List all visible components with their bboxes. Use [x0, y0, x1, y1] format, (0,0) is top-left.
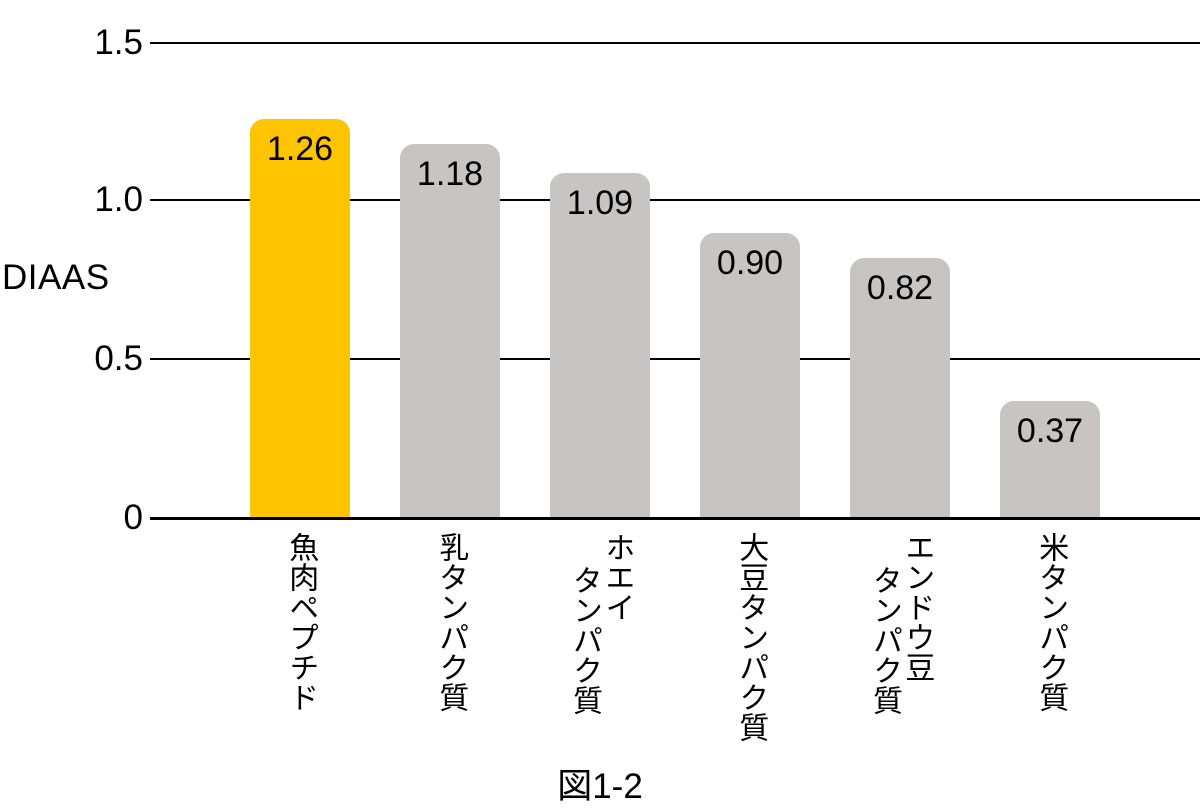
- x-label-milk-protein: 乳タンパク質: [434, 532, 468, 712]
- bar-value-label: 0.37: [1016, 412, 1084, 450]
- bar-value-label: 0.90: [716, 244, 784, 282]
- x-label-pea-protein: エンドウ豆 タンパク質: [868, 532, 933, 715]
- x-label-line: ホエイ: [600, 532, 634, 622]
- x-label-soy-protein: 大豆タンパク質: [734, 532, 768, 742]
- bar-value-label: 1.18: [416, 155, 484, 193]
- gridline-1-5: [150, 42, 1200, 44]
- x-label-line: 米タンパク質: [1034, 532, 1068, 712]
- y-tick-label: 1.0: [94, 180, 143, 219]
- bar-whey-protein: 1.09: [550, 173, 650, 518]
- x-label-whey-protein: ホエイ タンパク質: [568, 532, 633, 715]
- bar-milk-protein: 1.18: [400, 144, 500, 518]
- x-label-rice-protein: 米タンパク質: [1034, 532, 1068, 712]
- x-label-line: 大豆タンパク質: [734, 532, 768, 742]
- gridline-1-0: [150, 199, 1200, 201]
- figure-caption: 図1-2: [557, 767, 643, 806]
- x-label-fish-peptide: 魚肉ペプチド: [284, 532, 318, 712]
- y-tick-label: 1.5: [94, 23, 143, 62]
- x-label-line: 乳タンパク質: [434, 532, 468, 712]
- bar-value-label: 1.09: [566, 184, 634, 222]
- x-label-line: 魚肉ペプチド: [284, 532, 318, 712]
- x-label-line: タンパク質: [868, 565, 901, 715]
- bar-soy-protein: 0.90: [700, 233, 800, 518]
- y-tick-label: 0.5: [94, 339, 143, 378]
- bar-value-label: 0.82: [866, 269, 934, 307]
- x-label-line: エンドウ豆: [900, 532, 934, 682]
- bar-fish-peptide: 1.26: [250, 119, 350, 518]
- bar-value-label: 1.26: [266, 130, 334, 168]
- y-tick-label: 0: [123, 498, 143, 537]
- x-label-line: タンパク質: [568, 565, 601, 715]
- y-axis-title: DIAAS: [2, 258, 110, 297]
- gridline-0-5: [150, 358, 1200, 360]
- bar-pea-protein: 0.82: [850, 258, 950, 518]
- bar-rice-protein: 0.37: [1000, 401, 1100, 518]
- x-axis-baseline: [150, 517, 1200, 520]
